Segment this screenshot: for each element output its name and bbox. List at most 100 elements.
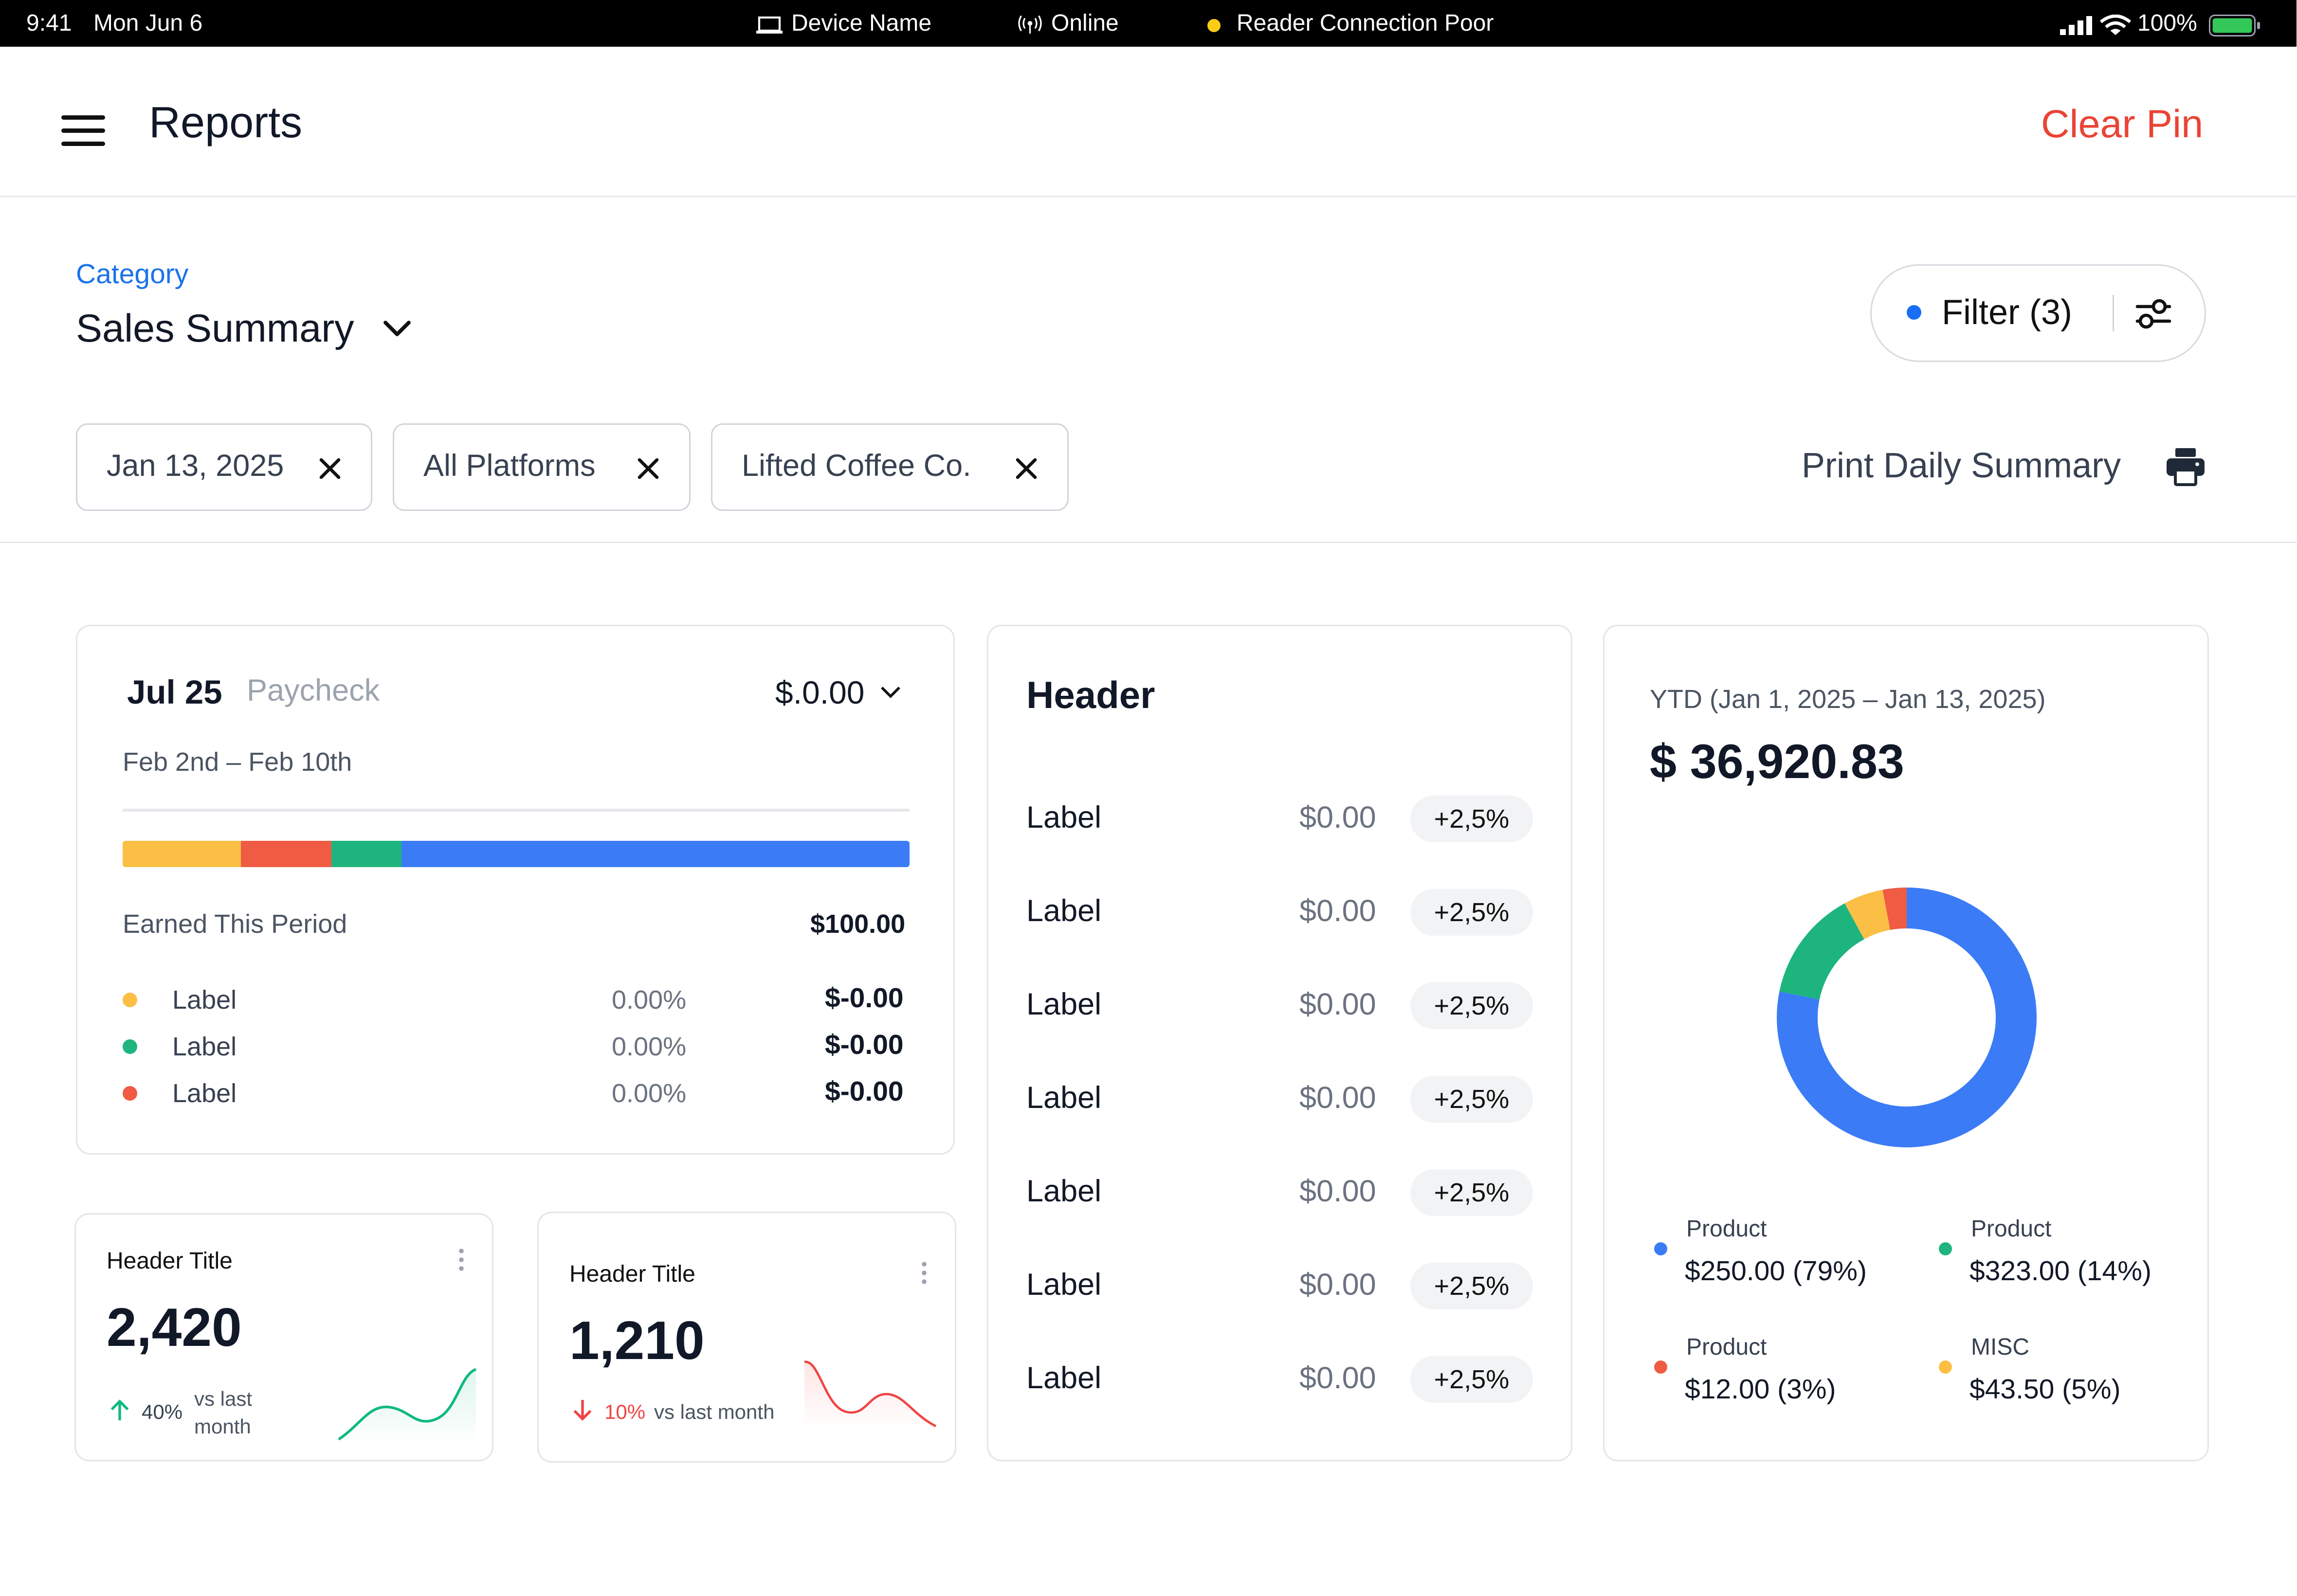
paycheck-amount-select[interactable]: $.0.00: [775, 674, 865, 711]
filter-button[interactable]: Filter (3): [1870, 264, 2206, 362]
more-vertical-icon[interactable]: [920, 1260, 929, 1286]
status-time: 9:41: [26, 12, 72, 36]
stacked-bar-segment: [331, 841, 402, 867]
row-label: Label: [172, 985, 237, 1015]
close-icon[interactable]: [318, 457, 342, 480]
filter-label: Filter (3): [1942, 293, 2073, 333]
legend-dot: [1939, 1360, 1952, 1374]
close-icon[interactable]: [1015, 457, 1038, 480]
list-item-value: $0.00: [1299, 1175, 1376, 1209]
change-badge: +2,5%: [1410, 1263, 1533, 1309]
wifi-icon: [2099, 15, 2132, 35]
donut-slice: [1844, 889, 1891, 940]
row-value: $-0.00: [825, 984, 904, 1015]
list-card: Header Label $0.00 +2,5% Label $0.00 +2,…: [987, 625, 1572, 1461]
list-item-value: $0.00: [1299, 801, 1376, 835]
sparkline-chart: [338, 1368, 477, 1445]
legend-dot: [1654, 1360, 1667, 1374]
filter-chip-date[interactable]: Jan 13, 2025: [76, 423, 372, 511]
status-network: Online: [1051, 12, 1119, 36]
category-label: Category: [76, 260, 189, 290]
change-badge: +2,5%: [1410, 1356, 1533, 1403]
paycheck-period: Feb 2nd – Feb 10th: [123, 747, 352, 777]
row-percent: 0.00%: [612, 1079, 687, 1108]
legend-value: $323.00 (14%): [1969, 1257, 2151, 1288]
paycheck-date: Jul 25: [127, 673, 222, 711]
legend-value: $43.50 (5%): [1969, 1375, 2121, 1406]
list-item-label: Label: [1026, 801, 1102, 835]
list-item-value: $0.00: [1299, 895, 1376, 928]
category-select[interactable]: Sales Summary: [76, 307, 354, 350]
stat-change: 40%: [142, 1400, 183, 1423]
row-percent: 0.00%: [612, 985, 687, 1015]
list-item-value: $0.00: [1299, 1269, 1376, 1302]
filters-section: [0, 197, 2297, 543]
paycheck-card: Jul 25 Paycheck $.0.00 Feb 2nd – Feb 10t…: [76, 625, 955, 1155]
arrow-up-icon: [110, 1399, 129, 1420]
stat-value: 2,420: [107, 1298, 242, 1358]
legend-name: MISC: [1971, 1336, 2029, 1360]
legend-name: Product: [1686, 1336, 1767, 1360]
stat-compare: vs last month: [194, 1387, 253, 1438]
list-item-label: Label: [1026, 1362, 1102, 1396]
chip-label: Jan 13, 2025: [107, 450, 284, 483]
legend-name: Product: [1686, 1217, 1767, 1242]
filter-chip-location[interactable]: Lifted Coffee Co.: [711, 423, 1069, 511]
chevron-down-icon[interactable]: [880, 685, 901, 699]
paycheck-type: Paycheck: [247, 674, 380, 708]
list-item-label: Label: [1026, 1082, 1102, 1115]
row-percent: 0.00%: [612, 1032, 687, 1061]
filter-chip-platforms[interactable]: All Platforms: [393, 423, 691, 511]
list-item-value: $0.00: [1299, 1362, 1376, 1396]
stacked-bar-segment: [240, 841, 331, 867]
donut-chart: [1777, 888, 2037, 1147]
change-badge: +2,5%: [1410, 796, 1533, 842]
donut-slice: [1779, 903, 1864, 1000]
menu-icon[interactable]: [61, 115, 105, 147]
clear-pin-button[interactable]: Clear Pin: [2041, 102, 2204, 146]
list-item: Label $0.00 +2,5%: [1026, 982, 1534, 1032]
app-bar: [0, 47, 2297, 197]
divider: [2113, 295, 2114, 331]
page-title: Reports: [149, 99, 303, 147]
stat-card: Header Title 2,420 40% vs last month: [74, 1213, 493, 1461]
donut-slice: [1882, 888, 1907, 930]
stat-value: 1,210: [569, 1311, 705, 1371]
earnings-stacked-bar: [123, 841, 910, 867]
list-item: Label $0.00 +2,5%: [1026, 1076, 1534, 1125]
legend-value: $250.00 (79%): [1685, 1257, 1867, 1288]
stat-card: Header Title 1,210 10% vs last month: [537, 1212, 956, 1463]
list-item: Label $0.00 +2,5%: [1026, 1169, 1534, 1219]
change-badge: +2,5%: [1410, 1076, 1533, 1123]
stat-change: 10%: [604, 1400, 646, 1423]
stat-compare: vs last month: [654, 1400, 775, 1423]
filter-active-dot: [1907, 305, 1921, 320]
change-badge: +2,5%: [1410, 889, 1533, 936]
status-bar: 9:41 Mon Jun 6 Device Name Online Reader…: [0, 0, 2297, 47]
stacked-bar-segment: [123, 841, 241, 867]
legend-name: Product: [1971, 1217, 2052, 1242]
earned-value: $100.00: [810, 909, 906, 939]
device-icon: [756, 16, 783, 34]
chip-label: Lifted Coffee Co.: [742, 450, 971, 483]
signal-icon: [2060, 16, 2092, 35]
more-vertical-icon[interactable]: [457, 1247, 466, 1273]
printer-icon[interactable]: [2165, 447, 2206, 488]
legend-dot: [123, 1039, 137, 1054]
reader-status-dot: [1207, 19, 1221, 32]
change-badge: +2,5%: [1410, 1169, 1533, 1216]
close-icon[interactable]: [637, 457, 660, 480]
row-label: Label: [172, 1032, 237, 1061]
legend-value: $12.00 (3%): [1685, 1375, 1836, 1406]
sliders-icon: [2135, 299, 2171, 329]
earned-label: Earned This Period: [123, 909, 347, 939]
print-daily-summary-button[interactable]: Print Daily Summary: [1802, 447, 2121, 486]
row-value: $-0.00: [825, 1031, 904, 1061]
status-battery-text: 100%: [2137, 12, 2197, 36]
status-reader: Reader Connection Poor: [1237, 12, 1494, 36]
list-item-label: Label: [1026, 1269, 1102, 1302]
list-item-label: Label: [1026, 895, 1102, 928]
chevron-down-icon[interactable]: [383, 318, 412, 339]
row-value: $-0.00: [825, 1077, 904, 1108]
list-item-value: $0.00: [1299, 1082, 1376, 1115]
